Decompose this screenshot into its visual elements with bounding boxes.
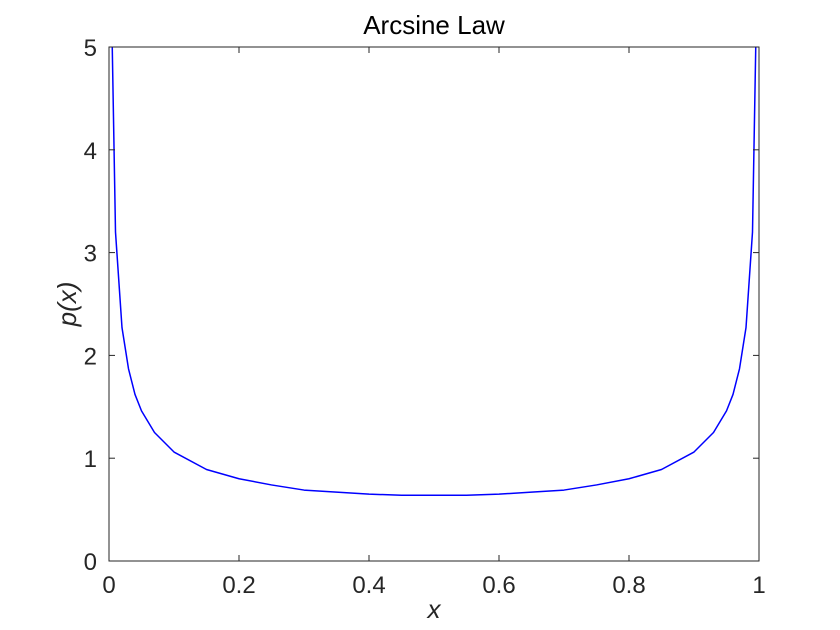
- x-tick-label: 1: [752, 572, 765, 599]
- y-tick-label: 0: [84, 549, 97, 576]
- plot-background: [109, 47, 759, 561]
- x-axis-label: x: [426, 594, 442, 624]
- y-tick-label: 4: [84, 138, 97, 165]
- y-axis-label: p(x): [52, 282, 82, 328]
- x-tick-label: 0.4: [352, 572, 385, 599]
- plot-frame: [108, 46, 760, 562]
- x-tick-label: 0.2: [222, 572, 255, 599]
- y-tick-label: 5: [84, 35, 97, 62]
- x-tick-label: 0: [102, 572, 115, 599]
- x-tick-label: 0.8: [612, 572, 645, 599]
- y-tick-label: 2: [84, 343, 97, 370]
- y-axis-ticks: 0 1 2 3 4 5: [84, 35, 759, 576]
- series-line: [111, 46, 757, 496]
- y-tick-label: 3: [84, 241, 97, 268]
- chart-title: Arcsine Law: [363, 10, 505, 40]
- x-tick-label: 0.6: [482, 572, 515, 599]
- series-layer: [111, 46, 757, 496]
- x-axis-ticks: 0 0.2 0.4 0.6 0.8 1: [102, 47, 766, 599]
- y-tick-label: 1: [84, 446, 97, 473]
